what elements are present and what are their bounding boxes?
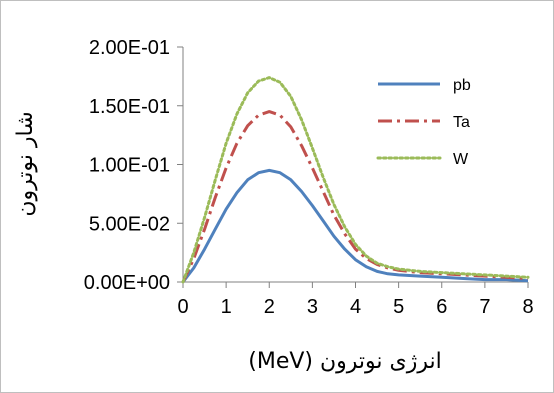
x-tick-label: 3	[307, 296, 318, 318]
legend: pb Ta W	[376, 77, 471, 168]
x-tick-label: 7	[479, 296, 490, 318]
series-lines	[181, 76, 530, 284]
x-tick-label: 4	[350, 296, 361, 318]
x-tick-label: 0	[177, 296, 188, 318]
series-line-pb	[181, 168, 529, 283]
legend-label-pb: pb	[453, 77, 471, 94]
y-axis-title: شار نوترون	[13, 111, 38, 216]
x-tick-label: 6	[436, 296, 447, 318]
x-tick-label: 2	[264, 296, 275, 318]
x-tick-label: 1	[221, 296, 232, 318]
x-tick-label: 5	[393, 296, 404, 318]
x-axis-title: انرژی نوترون (MeV)	[248, 349, 442, 374]
y-tick-label: 5.00E-02	[89, 213, 170, 235]
x-tick-label: 8	[522, 296, 533, 318]
y-tick-label: 1.00E-01	[89, 155, 170, 177]
legend-label-w: W	[453, 151, 469, 168]
y-tick-label: 0.00E+00	[84, 272, 170, 294]
legend-label-ta: Ta	[453, 114, 470, 131]
x-axis-ticks: 0 1 2 3 4 5 6 7 8	[177, 282, 534, 318]
y-tick-label: 1.50E-01	[89, 96, 170, 118]
y-tick-label: 2.00E-01	[89, 37, 170, 59]
y-axis-ticks: 0.00E+00 5.00E-02 1.00E-01 1.50E-01 2.00E-01	[84, 37, 183, 294]
series-line-w	[181, 76, 530, 284]
